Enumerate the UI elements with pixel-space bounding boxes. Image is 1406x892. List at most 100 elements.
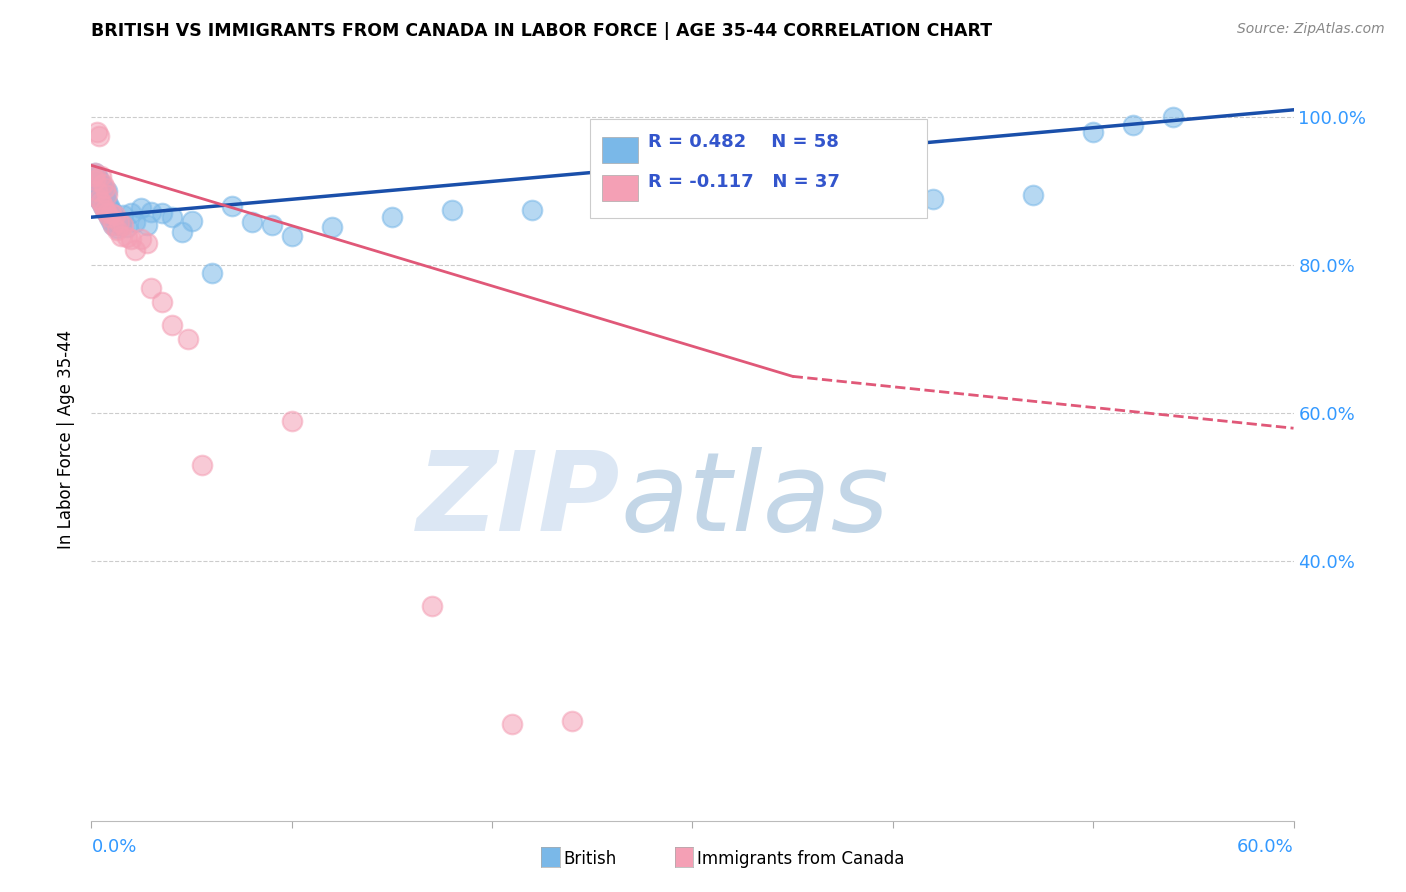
- Point: [107, 221, 129, 235]
- Point: [420, 599, 443, 613]
- Point: [103, 206, 125, 220]
- Point: [100, 214, 122, 228]
- Point: [201, 266, 224, 280]
- FancyBboxPatch shape: [602, 176, 638, 202]
- Point: [96, 184, 118, 198]
- Point: [190, 458, 212, 473]
- Point: [86, 184, 108, 198]
- Point: [94, 202, 117, 217]
- Text: 60.0%: 60.0%: [1237, 838, 1294, 855]
- Point: [180, 214, 202, 228]
- Text: 0.0%: 0.0%: [91, 838, 136, 855]
- Point: [922, 192, 945, 206]
- Point: [176, 332, 198, 346]
- Point: [110, 218, 132, 232]
- Point: [93, 180, 115, 194]
- Point: [98, 210, 121, 224]
- Point: [1163, 110, 1185, 124]
- Point: [94, 184, 117, 198]
- Point: [108, 215, 131, 229]
- Point: [117, 230, 139, 244]
- Point: [96, 188, 118, 202]
- Point: [82, 169, 104, 184]
- Point: [136, 218, 159, 232]
- Point: [221, 199, 243, 213]
- Point: [641, 197, 664, 211]
- Point: [84, 166, 107, 180]
- Point: [121, 206, 143, 220]
- Point: [1122, 118, 1144, 132]
- Point: [440, 202, 463, 217]
- Point: [131, 201, 153, 215]
- Text: Source: ZipAtlas.com: Source: ZipAtlas.com: [1237, 22, 1385, 37]
- Point: [89, 180, 111, 194]
- Point: [103, 218, 125, 232]
- Point: [110, 228, 132, 243]
- Point: [94, 192, 117, 206]
- Point: [98, 199, 121, 213]
- Point: [381, 210, 404, 224]
- Point: [89, 192, 111, 206]
- Point: [160, 318, 183, 332]
- Point: [104, 208, 127, 222]
- Point: [561, 714, 583, 728]
- Point: [89, 192, 111, 206]
- Point: [281, 228, 304, 243]
- Point: [93, 199, 115, 213]
- Point: [84, 173, 107, 187]
- Point: [94, 180, 117, 194]
- Point: [150, 206, 173, 220]
- Y-axis label: In Labor Force | Age 35-44: In Labor Force | Age 35-44: [58, 330, 76, 549]
- Point: [1083, 125, 1105, 139]
- Point: [82, 169, 104, 184]
- Point: [90, 188, 112, 202]
- Text: British: British: [564, 850, 617, 868]
- Point: [131, 232, 153, 246]
- Point: [112, 208, 135, 222]
- FancyBboxPatch shape: [602, 137, 638, 163]
- Point: [84, 166, 107, 180]
- Text: BRITISH VS IMMIGRANTS FROM CANADA IN LABOR FORCE | AGE 35-44 CORRELATION CHART: BRITISH VS IMMIGRANTS FROM CANADA IN LAB…: [91, 22, 993, 40]
- Point: [86, 169, 108, 184]
- Point: [96, 206, 118, 220]
- Point: [86, 184, 108, 198]
- Point: [141, 205, 163, 219]
- Point: [96, 195, 118, 210]
- Point: [96, 206, 118, 220]
- Text: Immigrants from Canada: Immigrants from Canada: [697, 850, 904, 868]
- Point: [136, 236, 159, 251]
- Point: [86, 177, 108, 191]
- Point: [107, 223, 129, 237]
- Point: [94, 202, 117, 217]
- Point: [1022, 188, 1045, 202]
- Point: [90, 195, 112, 210]
- Text: atlas: atlas: [620, 447, 889, 554]
- Point: [90, 177, 112, 191]
- Point: [121, 232, 143, 246]
- Point: [104, 212, 127, 227]
- Point: [321, 219, 343, 234]
- Point: [84, 173, 107, 187]
- Point: [93, 188, 115, 202]
- Point: [98, 210, 121, 224]
- Point: [108, 215, 131, 229]
- Point: [90, 169, 112, 184]
- Point: [93, 177, 115, 191]
- Point: [240, 215, 263, 229]
- Point: [100, 202, 122, 217]
- Point: [89, 128, 111, 143]
- Point: [124, 244, 146, 258]
- Point: [103, 218, 125, 232]
- Point: [150, 295, 173, 310]
- Point: [281, 414, 304, 428]
- Point: [100, 206, 122, 220]
- FancyBboxPatch shape: [591, 119, 927, 219]
- Point: [112, 218, 135, 232]
- Point: [501, 717, 523, 731]
- Text: R = -0.117   N = 37: R = -0.117 N = 37: [648, 172, 839, 191]
- Point: [93, 199, 115, 213]
- Point: [86, 125, 108, 139]
- Text: R = 0.482    N = 58: R = 0.482 N = 58: [648, 133, 839, 151]
- Point: [160, 210, 183, 224]
- Point: [170, 225, 193, 239]
